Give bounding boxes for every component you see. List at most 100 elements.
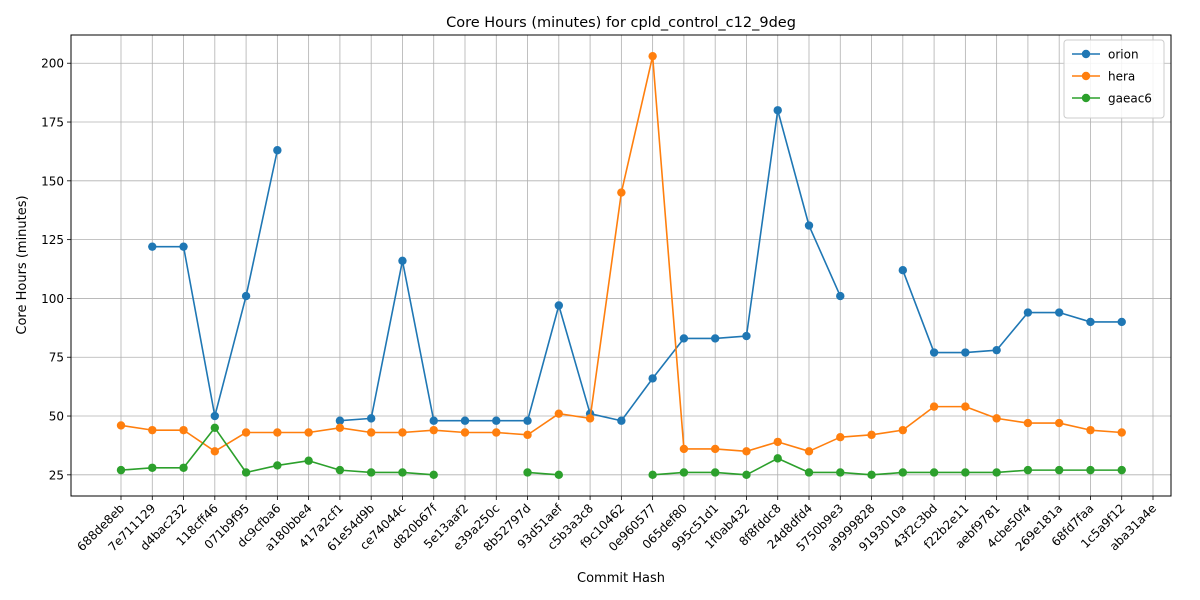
data-point-hera [366, 428, 376, 437]
data-point-gaeac6 [1023, 465, 1033, 475]
data-point-gaeac6 [867, 470, 876, 480]
data-point-orion [804, 221, 814, 230]
data-point-hera [492, 428, 501, 437]
data-point-hera [898, 425, 908, 435]
series-layer [116, 51, 1126, 480]
data-point-hera [585, 414, 595, 423]
data-point-orion [429, 416, 438, 425]
legend-label-orion: orion [1108, 48, 1139, 62]
data-point-hera [398, 428, 407, 437]
data-point-orion [460, 416, 470, 425]
data-point-gaeac6 [1117, 465, 1126, 475]
data-point-gaeac6 [273, 461, 282, 470]
data-point-orion [1086, 317, 1095, 327]
x-axis-ticks: 688de8eb7e711129d4bac232118cff46071b9f95… [74, 496, 1159, 554]
data-point-gaeac6 [679, 468, 689, 477]
data-point-gaeac6 [304, 456, 313, 465]
data-point-hera [241, 428, 251, 437]
data-point-gaeac6 [929, 468, 939, 477]
data-point-orion [961, 348, 970, 357]
data-point-gaeac6 [742, 470, 751, 480]
data-point-hera [429, 425, 438, 435]
data-point-gaeac6 [116, 465, 126, 475]
data-point-gaeac6 [836, 468, 845, 477]
data-point-gaeac6 [898, 468, 908, 477]
data-point-hera [1086, 425, 1095, 435]
data-point-hera [1117, 428, 1126, 437]
y-axis-label: Core Hours (minutes) [15, 195, 30, 334]
data-point-gaeac6 [335, 465, 345, 475]
data-point-gaeac6 [710, 468, 720, 477]
data-point-hera [273, 428, 282, 437]
y-tick-label: 125 [41, 233, 64, 247]
data-point-orion [241, 291, 251, 301]
data-point-gaeac6 [523, 468, 532, 477]
data-point-gaeac6 [429, 470, 438, 480]
data-point-hera [304, 428, 313, 437]
data-point-hera [929, 402, 939, 411]
data-point-hera [554, 409, 564, 418]
y-tick-label: 100 [41, 292, 64, 306]
legend-label-hera: hera [1108, 70, 1135, 84]
y-tick-label: 175 [41, 116, 64, 130]
data-point-hera [116, 421, 126, 430]
data-point-hera [617, 188, 626, 197]
data-point-orion [398, 256, 407, 265]
data-point-orion [366, 414, 376, 423]
series-line-orion [152, 109, 1122, 422]
data-point-gaeac6 [366, 468, 376, 477]
legend-label-gaeac6: gaeac6 [1108, 92, 1152, 106]
data-point-orion [1054, 308, 1064, 317]
data-point-gaeac6 [1054, 465, 1064, 475]
data-point-hera [961, 402, 970, 411]
data-point-orion [617, 416, 626, 425]
data-point-gaeac6 [992, 468, 1001, 477]
data-point-gaeac6 [961, 468, 970, 477]
data-point-hera [335, 423, 345, 432]
data-point-gaeac6 [554, 470, 564, 480]
data-point-gaeac6 [210, 423, 220, 432]
data-point-hera [460, 428, 470, 437]
y-tick-label: 50 [49, 410, 64, 424]
data-point-orion [710, 334, 720, 343]
data-point-orion [210, 411, 220, 421]
legend-marker-hera [1081, 71, 1091, 81]
data-point-orion [148, 242, 157, 251]
legend-marker-gaeac6 [1081, 93, 1091, 103]
data-point-orion [492, 416, 501, 425]
data-point-orion [992, 345, 1001, 355]
data-point-hera [992, 414, 1001, 423]
data-point-gaeac6 [773, 454, 782, 463]
grid-lines [71, 35, 1171, 496]
data-point-gaeac6 [241, 468, 251, 477]
data-point-hera [710, 444, 720, 454]
data-point-hera [523, 430, 532, 440]
series-hera [116, 51, 1126, 456]
data-point-gaeac6 [648, 470, 657, 480]
data-point-hera [148, 425, 157, 435]
data-point-hera [773, 437, 782, 447]
data-point-hera [679, 444, 689, 454]
data-point-orion [523, 416, 532, 425]
y-tick-label: 200 [41, 57, 64, 71]
legend: orion hera gaeac6 [1063, 39, 1165, 119]
data-point-orion [679, 334, 689, 343]
y-tick-label: 25 [49, 468, 64, 482]
data-point-orion [1023, 308, 1033, 317]
data-point-hera [648, 51, 657, 61]
data-point-gaeac6 [1086, 465, 1095, 475]
data-point-gaeac6 [179, 463, 188, 472]
data-point-hera [179, 425, 188, 435]
y-tick-label: 75 [49, 351, 64, 365]
data-point-orion [773, 106, 782, 115]
data-point-gaeac6 [804, 468, 814, 477]
series-gaeac6 [116, 423, 1126, 480]
data-point-hera [210, 447, 220, 456]
y-tick-label: 150 [41, 174, 64, 188]
data-point-orion [273, 146, 282, 155]
data-point-orion [898, 266, 908, 275]
data-point-gaeac6 [398, 468, 407, 477]
data-point-hera [836, 432, 845, 442]
data-point-orion [554, 301, 564, 310]
data-point-orion [648, 374, 657, 383]
